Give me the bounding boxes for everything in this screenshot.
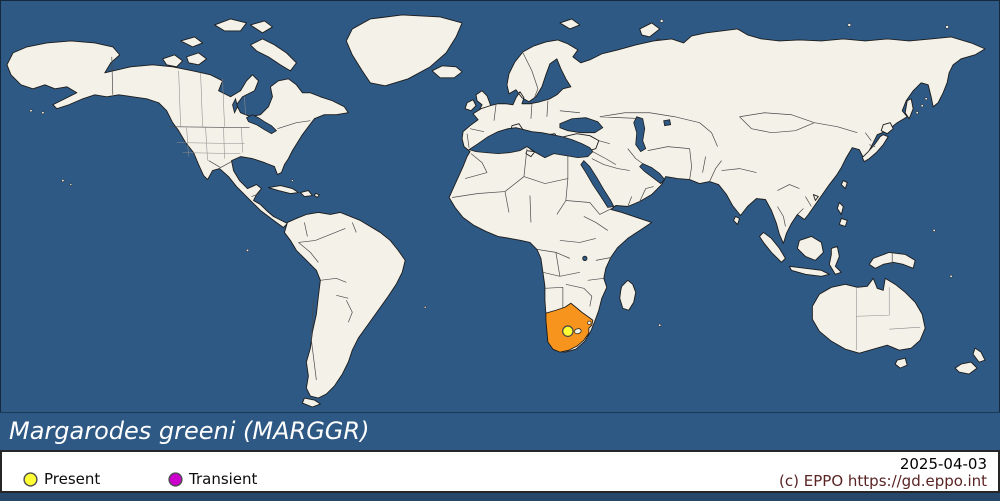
tasmania — [894, 357, 908, 369]
greenland — [345, 14, 463, 87]
map-title-bar: Margarodes greeni (MARGGR) — [0, 412, 1000, 450]
small-islands — [29, 19, 953, 327]
legend-item-present: Present — [22, 470, 100, 488]
map-title: Margarodes greeni (MARGGR) — [9, 417, 370, 445]
lake-winnipeg — [232, 97, 238, 114]
markers-layer — [562, 325, 574, 337]
great-lakes — [245, 114, 278, 135]
caspian-sea — [633, 116, 647, 153]
iceland — [431, 65, 463, 79]
aral-sea — [663, 119, 672, 127]
map-canvas[interactable] — [1, 1, 999, 412]
country-borders — [111, 52, 893, 381]
legend-item-transient: Transient — [167, 470, 257, 488]
map-stamp: 2025-04-03 (c) EPPO https://gd.eppo.int — [779, 456, 987, 490]
legend-label-transient: Transient — [189, 470, 258, 488]
black-sea — [559, 117, 604, 134]
caribbean-islands — [268, 185, 320, 198]
taiwan-hainan — [812, 180, 848, 201]
present-swatch-icon — [23, 471, 38, 487]
north-america — [6, 40, 349, 228]
new-zealand — [954, 347, 986, 375]
landmasses — [6, 14, 986, 408]
lake-victoria — [582, 255, 588, 261]
philippines — [836, 202, 848, 227]
persian-gulf — [639, 163, 666, 185]
legend-bar: Present Transient 2025-04-03 (c) EPPO ht… — [0, 450, 1000, 493]
madagascar — [619, 279, 637, 311]
inland-seas — [232, 97, 672, 261]
sri-lanka — [733, 216, 740, 225]
legend-label-present: Present — [44, 470, 101, 488]
mediterranean-sea — [468, 127, 594, 159]
indonesia — [759, 231, 842, 277]
sakhalin — [904, 98, 914, 120]
transient-swatch-icon — [168, 471, 183, 487]
japan — [861, 122, 894, 163]
eswatini — [587, 320, 592, 325]
state-borders — [176, 70, 921, 351]
bottom-strip — [0, 493, 1000, 501]
south-america — [283, 212, 406, 408]
afro-eurasia — [448, 28, 986, 353]
map-date: 2025-04-03 — [899, 455, 987, 473]
world-map — [0, 0, 1000, 412]
present-marker[interactable] — [562, 325, 574, 337]
lesotho — [574, 328, 582, 335]
red-sea — [580, 160, 615, 208]
copyright-notice: (c) EPPO https://gd.eppo.int — [779, 472, 987, 490]
